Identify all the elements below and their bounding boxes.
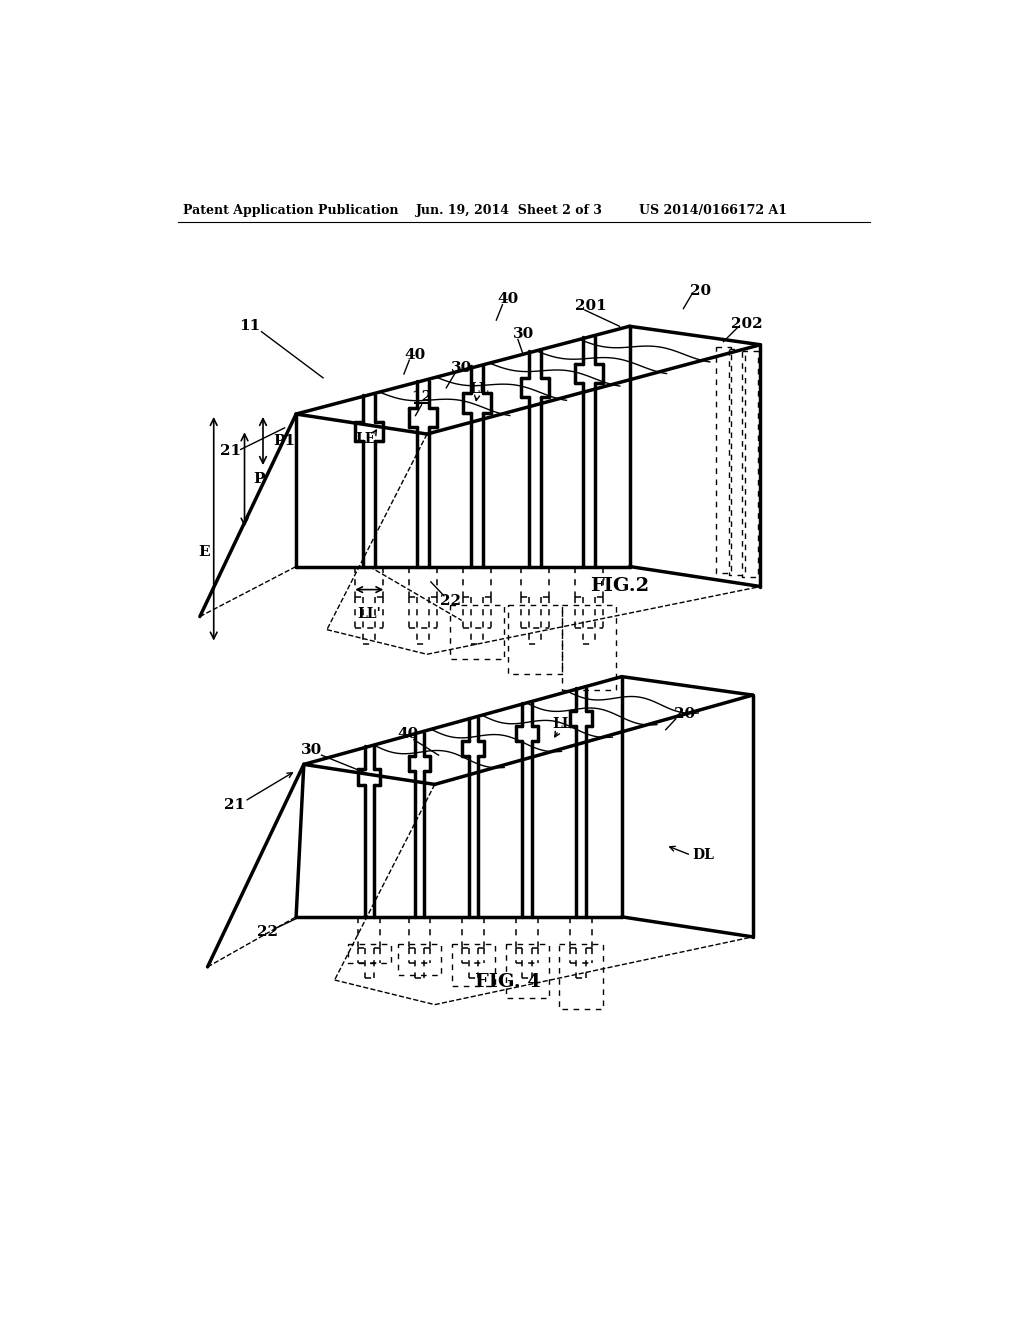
Text: Patent Application Publication: Patent Application Publication: [183, 205, 398, 218]
Text: 20: 20: [675, 708, 695, 721]
Text: FIG.2: FIG.2: [590, 577, 649, 595]
Text: 22: 22: [257, 925, 279, 940]
Text: 20: 20: [690, 284, 711, 298]
Text: 30: 30: [451, 360, 472, 375]
Text: LL: LL: [552, 717, 571, 731]
Text: 30: 30: [301, 743, 323, 756]
Text: 40: 40: [397, 727, 419, 742]
Text: P: P: [254, 473, 265, 487]
Text: 202: 202: [731, 317, 763, 331]
Text: LL': LL': [357, 607, 381, 620]
Text: DL: DL: [692, 849, 715, 862]
Text: P1: P1: [273, 434, 296, 447]
Text: 21: 21: [224, 799, 245, 812]
Text: E: E: [199, 545, 210, 558]
Text: 201: 201: [575, 300, 607, 313]
Text: 12: 12: [411, 391, 432, 404]
Text: 40: 40: [498, 292, 518, 306]
Text: 40: 40: [404, 347, 426, 362]
Text: LL: LL: [469, 383, 488, 396]
Text: 30: 30: [513, 327, 534, 341]
Text: US 2014/0166172 A1: US 2014/0166172 A1: [639, 205, 786, 218]
Text: 21: 21: [220, 444, 242, 458]
Text: LE: LE: [355, 433, 376, 446]
Text: 11: 11: [240, 319, 260, 333]
Text: 22: 22: [439, 594, 461, 609]
Text: FIG. 4: FIG. 4: [475, 973, 541, 991]
Text: Jun. 19, 2014  Sheet 2 of 3: Jun. 19, 2014 Sheet 2 of 3: [416, 205, 602, 218]
